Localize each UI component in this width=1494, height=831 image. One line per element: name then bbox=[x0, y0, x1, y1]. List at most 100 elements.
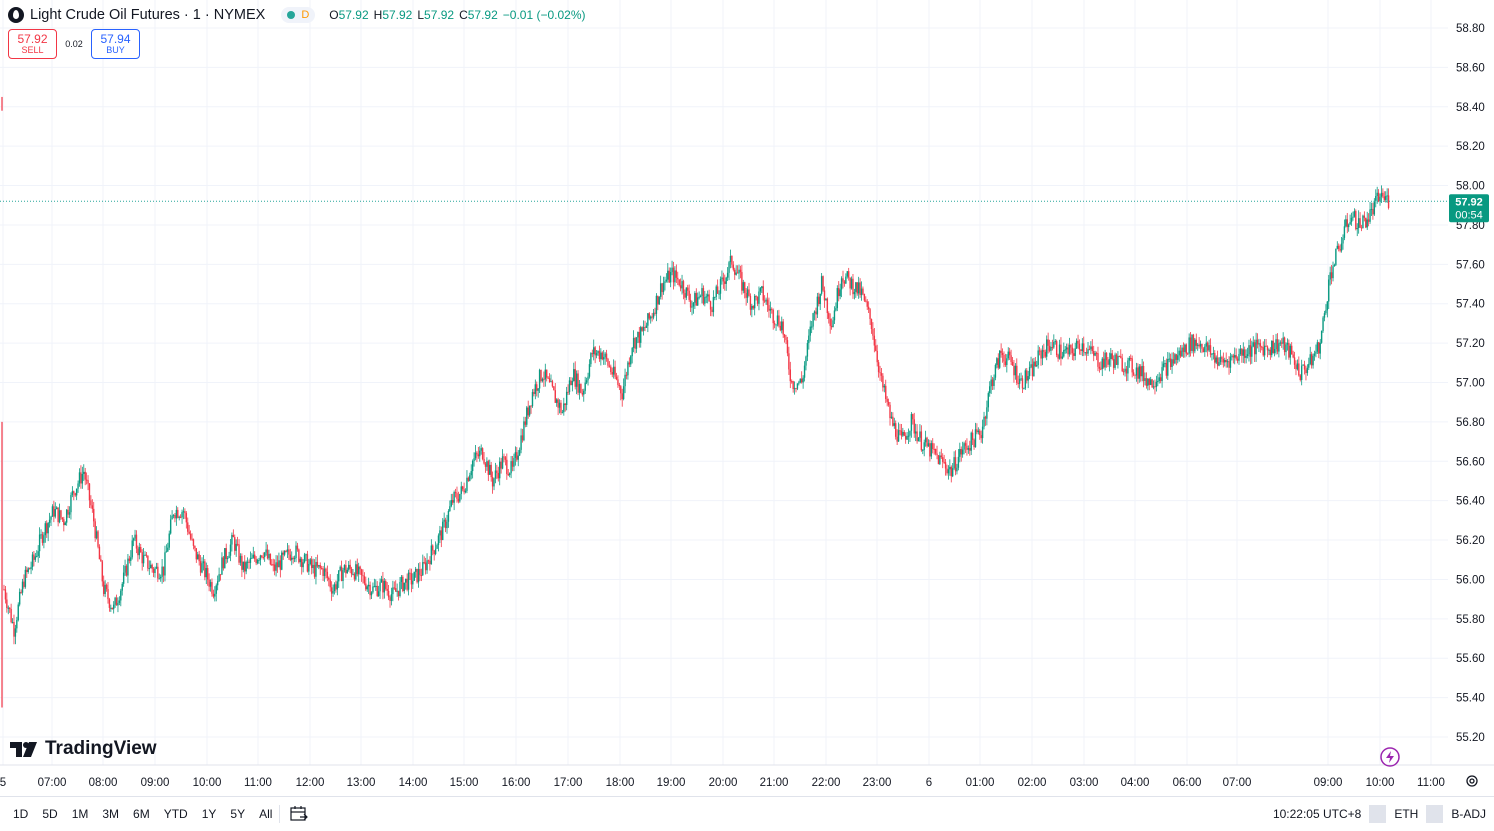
sell-button[interactable]: 57.92 SELL bbox=[8, 29, 57, 59]
candle-body bbox=[595, 353, 598, 356]
candle-body bbox=[659, 283, 662, 297]
candle-body bbox=[466, 477, 468, 491]
range-5y[interactable]: 5Y bbox=[230, 807, 246, 821]
candle-body bbox=[583, 390, 585, 395]
candle-body bbox=[366, 586, 368, 590]
candle-body bbox=[954, 457, 957, 472]
candle-body bbox=[120, 590, 122, 601]
candle-body bbox=[430, 545, 433, 565]
candle-body bbox=[1107, 360, 1109, 365]
candle-body bbox=[526, 407, 528, 425]
toolbar-right: 10:22:05 UTC+8 ETH B-ADJ bbox=[1265, 797, 1494, 831]
candle-body bbox=[1047, 339, 1049, 346]
candle-body bbox=[457, 498, 460, 502]
session-toggle[interactable]: ETH bbox=[1394, 807, 1419, 821]
candle-body bbox=[862, 288, 864, 294]
candle-body bbox=[471, 461, 474, 472]
range-5d[interactable]: 5D bbox=[42, 807, 58, 821]
candle-body bbox=[246, 561, 249, 563]
range-6m[interactable]: 6M bbox=[133, 807, 150, 821]
candle-body bbox=[135, 534, 138, 549]
candle-body bbox=[876, 350, 878, 363]
candle-body bbox=[527, 407, 529, 416]
candle-body bbox=[963, 443, 965, 450]
candle-body bbox=[1224, 360, 1226, 363]
range-ytd[interactable]: YTD bbox=[163, 807, 188, 821]
candle-body bbox=[422, 562, 424, 576]
range-1d[interactable]: 1D bbox=[13, 807, 29, 821]
candle-body bbox=[386, 588, 388, 591]
candle-body bbox=[863, 293, 866, 301]
candle-body bbox=[956, 467, 958, 472]
candle-body bbox=[917, 437, 920, 442]
candle-body bbox=[181, 512, 183, 518]
candle-body bbox=[541, 378, 544, 382]
candle-body bbox=[1340, 243, 1343, 251]
candle-body bbox=[174, 515, 176, 519]
candle-body bbox=[1379, 196, 1381, 202]
candle-body bbox=[798, 382, 800, 384]
clock-display[interactable]: 10:22:05 UTC+8 bbox=[1272, 807, 1362, 821]
candle-body bbox=[1226, 361, 1229, 363]
candle-body bbox=[658, 296, 660, 305]
candle-body bbox=[536, 384, 538, 391]
candle-body bbox=[907, 435, 910, 437]
candle-body bbox=[677, 277, 679, 280]
candle-body bbox=[20, 591, 22, 593]
candle-body bbox=[986, 407, 988, 419]
candle-body bbox=[101, 561, 103, 582]
candle-body bbox=[588, 364, 591, 377]
candle-body bbox=[516, 452, 518, 460]
candle-body bbox=[1110, 353, 1112, 360]
candle-body bbox=[1292, 354, 1294, 358]
candle-body bbox=[352, 573, 354, 575]
range-1y[interactable]: 1Y bbox=[201, 807, 217, 821]
candle-body bbox=[1366, 219, 1368, 228]
market-status-pill[interactable]: D bbox=[281, 7, 316, 23]
candle-body bbox=[184, 511, 186, 514]
candle-body bbox=[570, 380, 572, 386]
candle-body bbox=[1137, 367, 1139, 379]
x-tick-label: 06:00 bbox=[1173, 777, 1202, 789]
candle-body bbox=[33, 554, 35, 560]
x-tick-label: 18:00 bbox=[606, 777, 635, 789]
calendar-goto-icon[interactable] bbox=[290, 806, 309, 822]
candle-body bbox=[805, 356, 807, 366]
candle-body bbox=[332, 591, 334, 594]
candle-body bbox=[1231, 355, 1233, 357]
adjustment-toggle[interactable]: B-ADJ bbox=[1451, 807, 1486, 821]
candle-body bbox=[752, 305, 754, 309]
candle-body bbox=[872, 328, 874, 336]
candle-body bbox=[483, 458, 485, 464]
buy-button[interactable]: 57.94 BUY bbox=[91, 29, 140, 59]
last-price-value: 57.92 bbox=[1455, 196, 1483, 208]
range-1m[interactable]: 1M bbox=[71, 807, 89, 821]
candle-body bbox=[1000, 350, 1002, 353]
candle-body bbox=[1241, 348, 1243, 356]
candle-body bbox=[1383, 196, 1386, 200]
flash-icon[interactable] bbox=[1380, 747, 1400, 767]
candle-body bbox=[1372, 208, 1374, 215]
candle-body bbox=[803, 365, 806, 378]
candle-body bbox=[1165, 362, 1168, 376]
candle-body bbox=[1175, 354, 1178, 360]
candle-body bbox=[761, 286, 763, 289]
candle-body bbox=[367, 584, 370, 587]
range-3m[interactable]: 3M bbox=[102, 807, 120, 821]
candle-body bbox=[282, 552, 284, 555]
gear-icon[interactable] bbox=[1464, 773, 1480, 789]
candle-body bbox=[731, 255, 733, 265]
candle-body bbox=[828, 313, 830, 319]
candle-body bbox=[756, 296, 759, 304]
candle-body bbox=[434, 548, 437, 555]
range-all[interactable]: All bbox=[259, 807, 273, 821]
tradingview-logo[interactable]: TradingView bbox=[10, 738, 157, 760]
candle-body bbox=[279, 560, 282, 570]
candles bbox=[1, 96, 1390, 708]
symbol-title[interactable]: Light Crude Oil Futures · 1 · NYMEX bbox=[30, 7, 266, 23]
candle-body bbox=[93, 508, 95, 522]
chart-grid bbox=[0, 0, 1448, 765]
candle-body bbox=[1349, 222, 1351, 225]
candle-body bbox=[1234, 355, 1236, 358]
